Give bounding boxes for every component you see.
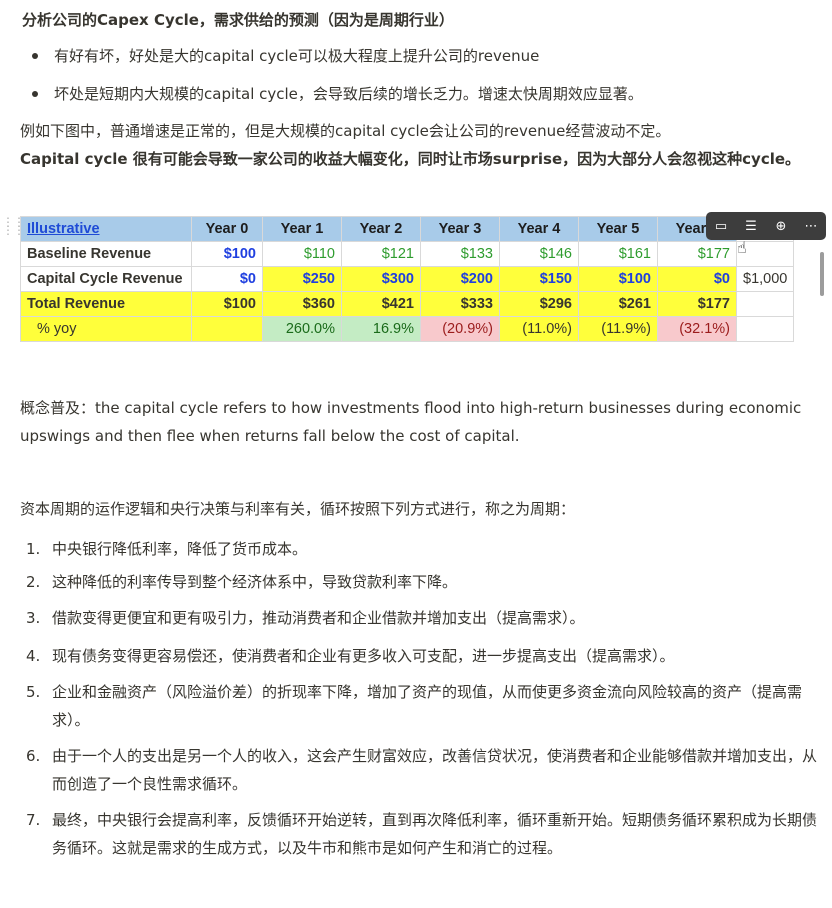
- row-label[interactable]: Capital Cycle Revenue: [20, 266, 192, 292]
- table-cell[interactable]: $296: [499, 291, 579, 317]
- table-cell[interactable]: $110: [262, 241, 342, 267]
- table-cell[interactable]: $133: [420, 241, 500, 267]
- list-item: 7. 最终，中央银行会提高利率，反馈循环开始逆转，直到再次降低利率，循环重新开始…: [26, 806, 826, 862]
- table-header-row: Illustrative Year 0 Year 1 Year 2 Year 3…: [20, 216, 795, 242]
- table-toolbar: ▭ ☰ ⊕ ⋯: [706, 212, 826, 240]
- table-cell[interactable]: [735, 291, 795, 317]
- table-header-cell[interactable]: Year 0: [191, 216, 263, 242]
- table-cell[interactable]: $100: [191, 241, 263, 267]
- table-header-cell[interactable]: Illustrative: [20, 216, 192, 242]
- table-scrollbar[interactable]: [820, 252, 824, 296]
- list-number: 3.: [26, 609, 41, 627]
- row-label[interactable]: Total Revenue: [20, 291, 192, 317]
- list-number: 2.: [26, 573, 41, 591]
- row-label[interactable]: % yoy: [20, 316, 192, 342]
- list-text: 借款变得更便宜和更有吸引力，推动消费者和企业借款并增加支出（提高需求）。: [52, 609, 585, 627]
- more-icon[interactable]: ⋯: [804, 218, 818, 234]
- list-text: 最终，中央银行会提高利率，反馈循环开始逆转，直到再次降低利率，循环重新开始。短期…: [52, 811, 818, 857]
- list-text: 由于一个人的支出是另一个人的收入，这会产生财富效应，改善信贷状况，使消费者和企业…: [52, 747, 818, 793]
- table-header-cell[interactable]: Year 5: [578, 216, 658, 242]
- paragraph-bold: Capital cycle 很有可能会导致一家公司的收益大幅变化，同时让市场su…: [20, 150, 801, 168]
- table-cell[interactable]: [735, 316, 795, 342]
- list-item: 4. 现有债务变得更容易偿还，使消费者和企业有更多收入可支配，进一步提高支出（提…: [26, 642, 826, 670]
- row-label[interactable]: Baseline Revenue: [20, 241, 192, 267]
- table-row: Capital Cycle Revenue $0 $250 $300 $200 …: [20, 266, 795, 292]
- table-cell[interactable]: $0: [191, 266, 263, 292]
- list-number: 5.: [26, 683, 41, 701]
- table-cell[interactable]: $300: [341, 266, 421, 292]
- section-heading: 分析公司的Capex Cycle，需求供给的预测（因为是周期行业）: [22, 11, 454, 29]
- table-header-cell[interactable]: Year 4: [499, 216, 579, 242]
- list-text: 企业和金融资产（风险溢价差）的折现率下降，增加了资产的现值，从而使更多资金流向风…: [52, 683, 803, 729]
- list-number: 6.: [26, 747, 41, 765]
- table-cell[interactable]: $100: [191, 291, 263, 317]
- table-cell[interactable]: $360: [262, 291, 342, 317]
- list-item: 6. 由于一个人的支出是另一个人的收入，这会产生财富效应，改善信贷状况，使消费者…: [26, 742, 826, 798]
- table-cell[interactable]: 260.0%: [262, 316, 342, 342]
- table-cell[interactable]: 16.9%: [341, 316, 421, 342]
- table-cell[interactable]: $250: [262, 266, 342, 292]
- table-cell[interactable]: (20.9%): [420, 316, 500, 342]
- list-number: 7.: [26, 811, 41, 829]
- bullet-text: 有好有坏，好处是大的capital cycle可以极大程度上提升公司的reven…: [54, 47, 540, 65]
- list-item: 2. 这种降低的利率传导到整个经济体系中，导致贷款利率下降。: [26, 568, 826, 596]
- paragraph-concept: 概念普及：the capital cycle refers to how inv…: [20, 399, 802, 445]
- table-cell[interactable]: (11.0%): [499, 316, 579, 342]
- hand-cursor-icon: ☝: [737, 238, 747, 257]
- table-cell[interactable]: $121: [341, 241, 421, 267]
- drag-handle-icon[interactable]: ⋮⋮ ⋮⋮: [2, 215, 25, 237]
- list-number: 1.: [26, 540, 41, 558]
- list-text: 这种降低的利率传导到整个经济体系中，导致贷款利率下降。: [52, 573, 458, 591]
- table-cell[interactable]: $333: [420, 291, 500, 317]
- table-cell[interactable]: $200: [420, 266, 500, 292]
- table-cell[interactable]: $261: [578, 291, 658, 317]
- table-row: Baseline Revenue $100 $110 $121 $133 $14…: [20, 241, 795, 267]
- bullet-text: 坏处是短期内大规模的capital cycle，会导致后续的增长乏力。增速太快周…: [54, 85, 643, 103]
- table-row: Total Revenue $100 $360 $421 $333 $296 $…: [20, 291, 795, 317]
- table-cell[interactable]: $0: [657, 266, 737, 292]
- download-icon[interactable]: ⊕: [775, 218, 787, 234]
- list-item: 5. 企业和金融资产（风险溢价差）的折现率下降，增加了资产的现值，从而使更多资金…: [26, 678, 826, 734]
- table-cell[interactable]: $161: [578, 241, 658, 267]
- table-header-cell[interactable]: Year 1: [262, 216, 342, 242]
- list-item: 3. 借款变得更便宜和更有吸引力，推动消费者和企业借款并增加支出（提高需求）。: [26, 604, 826, 632]
- table-cell[interactable]: $100: [578, 266, 658, 292]
- list-number: 4.: [26, 647, 41, 665]
- bullet-dot-icon: [32, 91, 38, 97]
- table-row: % yoy 260.0% 16.9% (20.9%) (11.0%) (11.9…: [20, 316, 795, 342]
- paragraph-example: 例如下图中，普通增速是正常的，但是大规模的capital cycle会让公司的r…: [20, 122, 671, 140]
- table-cell[interactable]: $1,000: [735, 266, 795, 292]
- table-cell[interactable]: (32.1%): [657, 316, 737, 342]
- bullet-item: 有好有坏，好处是大的capital cycle可以极大程度上提升公司的reven…: [32, 45, 832, 67]
- comment-icon[interactable]: ▭: [714, 218, 728, 234]
- list-text: 中央银行降低利率，降低了货币成本。: [52, 540, 308, 558]
- bullet-dot-icon: [32, 53, 38, 59]
- table-cell[interactable]: $146: [499, 241, 579, 267]
- table-header-cell[interactable]: Year 2: [341, 216, 421, 242]
- table-cell[interactable]: (11.9%): [578, 316, 658, 342]
- paragraph-cycle-intro: 资本周期的运作逻辑和央行决策与利率有关，循环按照下列方式进行，称之为周期：: [20, 500, 576, 518]
- table-cell[interactable]: [191, 316, 263, 342]
- bullet-item: 坏处是短期内大规模的capital cycle，会导致后续的增长乏力。增速太快周…: [32, 83, 832, 105]
- table-cell[interactable]: $177: [657, 291, 737, 317]
- table-cell[interactable]: $177: [657, 241, 737, 267]
- table-cell[interactable]: $150: [499, 266, 579, 292]
- table-header-cell[interactable]: Year 3: [420, 216, 500, 242]
- revenue-table: Illustrative Year 0 Year 1 Year 2 Year 3…: [20, 216, 795, 342]
- column-icon[interactable]: ☰: [745, 218, 757, 234]
- list-text: 现有债务变得更容易偿还，使消费者和企业有更多收入可支配，进一步提高支出（提高需求…: [52, 647, 675, 665]
- list-item: 1. 中央银行降低利率，降低了货币成本。: [26, 535, 826, 563]
- table-cell[interactable]: $421: [341, 291, 421, 317]
